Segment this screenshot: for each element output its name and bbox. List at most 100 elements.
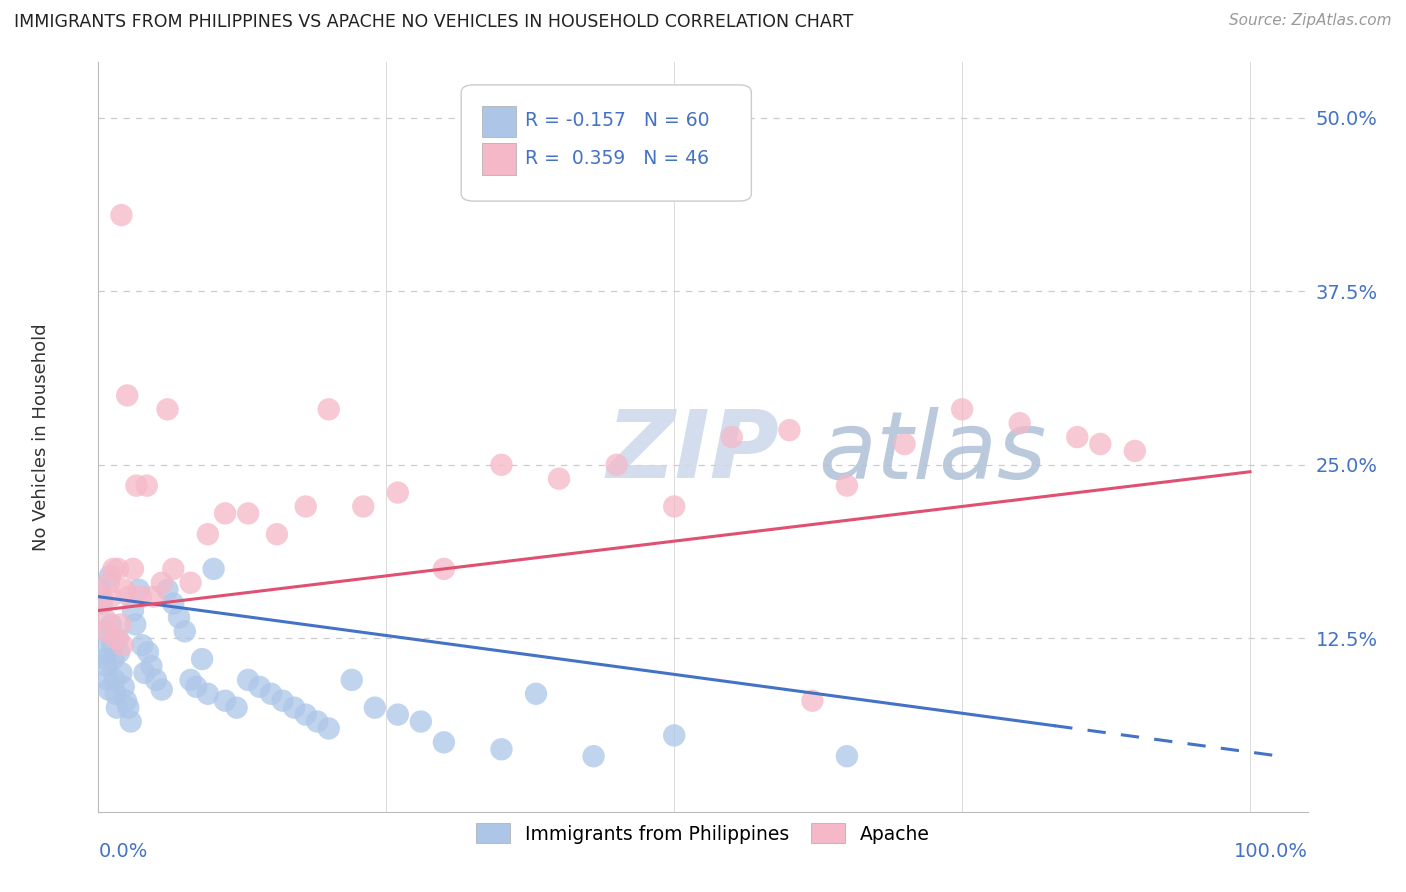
Point xyxy=(101,638,124,652)
Text: atlas: atlas xyxy=(818,407,1046,498)
Point xyxy=(134,665,156,680)
Point xyxy=(197,527,219,541)
Point xyxy=(1123,444,1146,458)
Text: R = -0.157   N = 60: R = -0.157 N = 60 xyxy=(526,112,710,130)
Point xyxy=(236,507,259,521)
Point xyxy=(491,458,513,472)
Point xyxy=(186,680,208,694)
Point xyxy=(197,687,219,701)
Point xyxy=(720,430,742,444)
Point xyxy=(115,694,138,708)
Point xyxy=(129,590,152,604)
Point xyxy=(606,458,628,472)
Point xyxy=(582,749,605,764)
FancyBboxPatch shape xyxy=(461,85,751,201)
Point xyxy=(97,673,120,687)
Point xyxy=(120,714,142,729)
Point xyxy=(90,597,112,611)
Point xyxy=(118,590,141,604)
Text: R =  0.359   N = 46: R = 0.359 N = 46 xyxy=(526,149,709,168)
Point xyxy=(162,562,184,576)
Point xyxy=(1090,437,1112,451)
Point xyxy=(835,478,858,492)
Point xyxy=(117,700,139,714)
Point xyxy=(352,500,374,514)
Point xyxy=(141,659,163,673)
Point xyxy=(107,632,129,646)
Point xyxy=(236,673,259,687)
Point xyxy=(387,485,409,500)
Text: 0.0%: 0.0% xyxy=(98,842,148,861)
Point xyxy=(100,590,122,604)
Point xyxy=(105,700,128,714)
Point xyxy=(97,575,120,590)
Point xyxy=(664,728,686,742)
Point xyxy=(202,562,225,576)
Point xyxy=(110,208,132,222)
Point xyxy=(125,478,148,492)
Point xyxy=(110,617,132,632)
Point xyxy=(156,582,179,597)
Point xyxy=(180,673,202,687)
Point xyxy=(131,638,153,652)
Point xyxy=(97,682,120,697)
Point xyxy=(96,624,118,639)
Point xyxy=(110,665,132,680)
Point xyxy=(433,735,456,749)
Point xyxy=(167,610,190,624)
Point xyxy=(433,562,456,576)
Text: 100.0%: 100.0% xyxy=(1233,842,1308,861)
Point xyxy=(340,673,363,687)
Point xyxy=(260,687,283,701)
Point xyxy=(112,680,135,694)
Point xyxy=(98,569,121,583)
Text: Source: ZipAtlas.com: Source: ZipAtlas.com xyxy=(1229,13,1392,29)
Point xyxy=(136,645,159,659)
Point xyxy=(103,673,125,687)
Point xyxy=(173,624,195,639)
Point xyxy=(318,722,340,736)
Point xyxy=(191,652,214,666)
Point xyxy=(103,562,125,576)
Point xyxy=(150,682,173,697)
Text: No Vehicles in Household: No Vehicles in Household xyxy=(32,323,51,551)
Point xyxy=(107,562,129,576)
Point xyxy=(90,590,112,604)
Text: ZIP: ZIP xyxy=(606,406,779,498)
Point xyxy=(145,673,167,687)
Legend: Immigrants from Philippines, Apache: Immigrants from Philippines, Apache xyxy=(468,815,938,851)
Text: IMMIGRANTS FROM PHILIPPINES VS APACHE NO VEHICLES IN HOUSEHOLD CORRELATION CHART: IMMIGRANTS FROM PHILIPPINES VS APACHE NO… xyxy=(14,13,853,31)
FancyBboxPatch shape xyxy=(482,144,516,175)
Point xyxy=(142,590,165,604)
Point xyxy=(162,597,184,611)
Point xyxy=(524,687,547,701)
Point xyxy=(114,582,136,597)
Point xyxy=(318,402,340,417)
Point xyxy=(491,742,513,756)
Point xyxy=(801,694,824,708)
Point xyxy=(1008,416,1031,430)
Point xyxy=(307,714,329,729)
Point xyxy=(96,659,118,673)
Point xyxy=(1066,430,1088,444)
Point xyxy=(122,562,145,576)
Point xyxy=(111,638,134,652)
Point xyxy=(283,700,305,714)
Point xyxy=(103,652,125,666)
Point xyxy=(180,575,202,590)
Point xyxy=(124,617,146,632)
Point xyxy=(364,700,387,714)
Point xyxy=(156,402,179,417)
Point xyxy=(778,423,800,437)
Point xyxy=(294,707,316,722)
Point xyxy=(214,694,236,708)
Point xyxy=(225,700,247,714)
Point xyxy=(294,500,316,514)
Point xyxy=(100,617,122,632)
FancyBboxPatch shape xyxy=(482,106,516,137)
Point xyxy=(135,478,157,492)
Point xyxy=(150,575,173,590)
Point xyxy=(90,582,112,597)
Point xyxy=(950,402,973,417)
Point xyxy=(271,694,294,708)
